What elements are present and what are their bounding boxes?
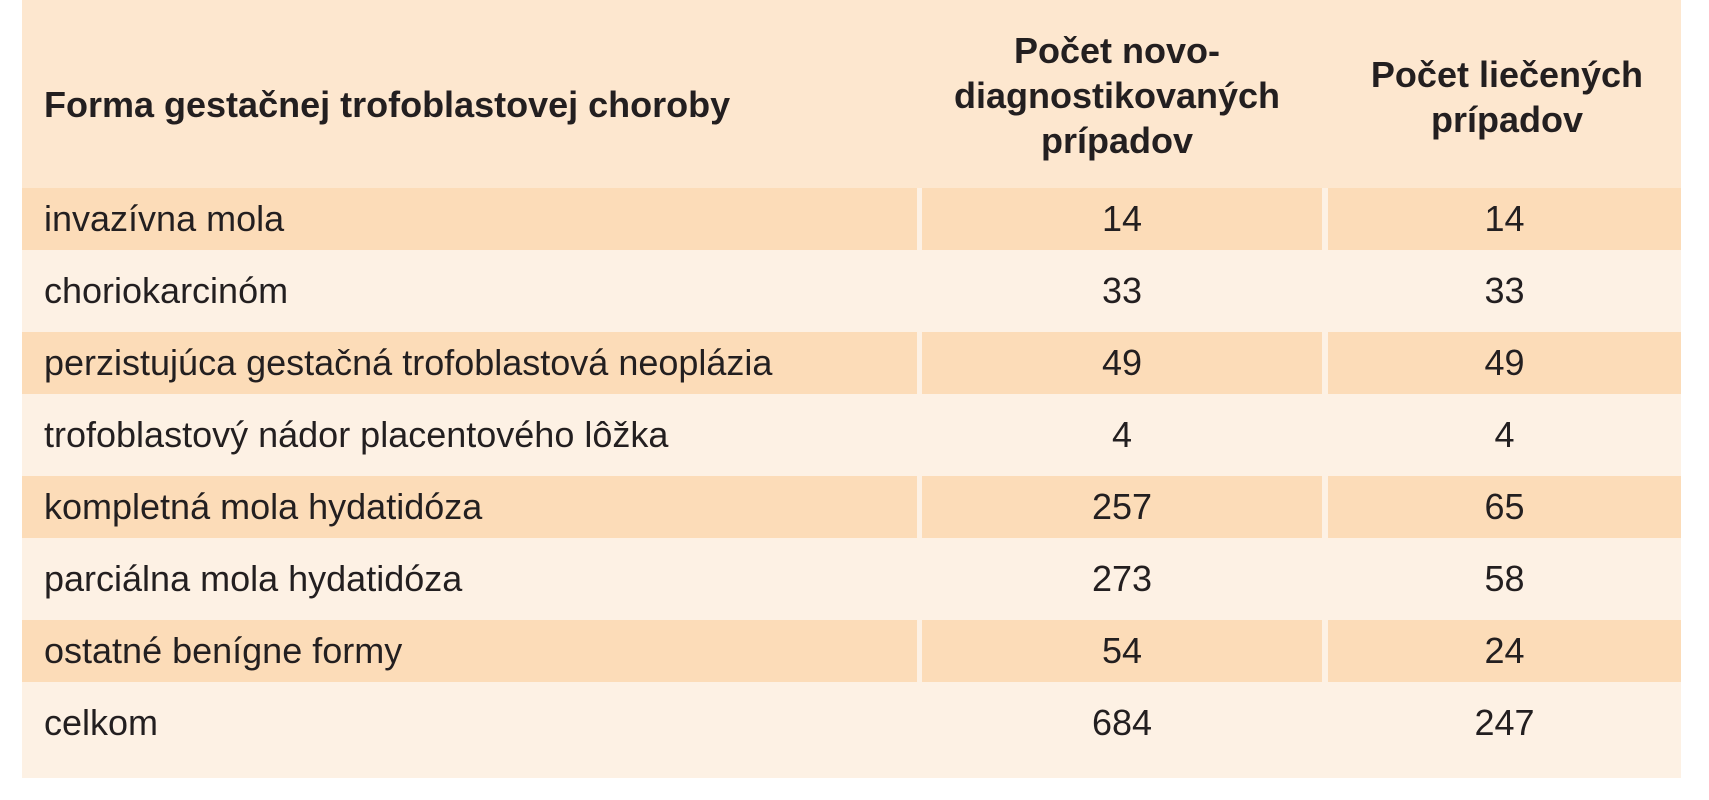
header-new-cases-line2: diagnostikovaných: [953, 75, 1281, 116]
cell-form: choriokarcinóm: [44, 270, 289, 311]
cell-form: perzistujúca gestačná trofoblastová neop…: [22, 332, 917, 394]
header-treated-cases: Počet liečených prípadov: [1337, 52, 1677, 142]
table-row: ostatné benígne formy 54 24: [22, 620, 1681, 692]
cell-new-cases: 33: [1101, 270, 1143, 311]
cell-new-cases: 54: [922, 620, 1322, 682]
cell-treated-cases: 247: [1474, 702, 1535, 743]
header-form-label: Forma gestačnej trofoblastovej choroby: [44, 84, 731, 125]
cell-form: celkom: [44, 702, 159, 743]
cell-new-cases: 684: [1091, 702, 1153, 743]
cell-form: invazívna mola: [22, 188, 917, 250]
table-row: kompletná mola hydatidóza 257 65: [22, 476, 1681, 548]
table-row: perzistujúca gestačná trofoblastová neop…: [22, 332, 1681, 404]
cell-treated-cases: 33: [1484, 270, 1525, 311]
table-row: trofoblastový nádor placentového lôžka 4…: [22, 404, 1681, 476]
cell-new-cases: 273: [1091, 558, 1153, 599]
cell-treated-cases: 14: [1328, 188, 1681, 250]
header-treated-cases-line1: Počet liečených: [1370, 54, 1644, 95]
table-row-total: celkom 684 247: [22, 692, 1681, 764]
table-row: choriokarcinóm 33 33: [22, 260, 1681, 332]
cell-new-cases: 257: [922, 476, 1322, 538]
header-new-cases-line3: prípadov: [1040, 120, 1193, 161]
cell-treated-cases: 49: [1328, 332, 1681, 394]
cell-treated-cases: 65: [1328, 476, 1681, 538]
cell-new-cases: 14: [922, 188, 1322, 250]
header-treated-cases-line2: prípadov: [1430, 99, 1583, 140]
header-form: Forma gestačnej trofoblastovej choroby: [44, 82, 730, 127]
cell-form: parciálna mola hydatidóza: [44, 558, 463, 599]
cell-form: kompletná mola hydatidóza: [22, 476, 917, 538]
cell-new-cases: 4: [1111, 414, 1133, 455]
table-header: Forma gestačnej trofoblastovej choroby P…: [22, 0, 1681, 188]
cell-new-cases: 49: [922, 332, 1322, 394]
cell-form: trofoblastový nádor placentového lôžka: [44, 414, 669, 455]
cell-treated-cases: 24: [1328, 620, 1681, 682]
table-row: invazívna mola 14 14: [22, 188, 1681, 260]
cases-table: Forma gestačnej trofoblastovej choroby P…: [22, 0, 1681, 778]
cell-treated-cases: 4: [1494, 414, 1515, 455]
cell-form: ostatné benígne formy: [22, 620, 917, 682]
cell-treated-cases: 58: [1484, 558, 1525, 599]
header-new-cases-line1: Počet novo-: [1013, 30, 1220, 71]
table-row: parciálna mola hydatidóza 273 58: [22, 548, 1681, 620]
header-new-cases: Počet novo- diagnostikovaných prípadov: [912, 28, 1322, 163]
